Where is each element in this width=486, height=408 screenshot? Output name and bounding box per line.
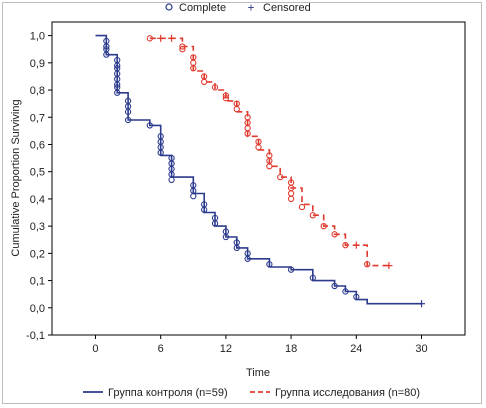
complete-marker bbox=[342, 288, 349, 295]
y-tick-label: 0,7 bbox=[30, 112, 45, 124]
y-tick-label: 0,8 bbox=[30, 85, 45, 97]
y-tick-label: 0,3 bbox=[30, 221, 45, 233]
complete-marker bbox=[114, 89, 121, 96]
complete-marker bbox=[114, 62, 121, 69]
complete-marker bbox=[190, 193, 197, 200]
y-tick-label: 1,0 bbox=[30, 31, 45, 43]
complete-marker bbox=[331, 282, 338, 290]
complete-marker bbox=[103, 43, 110, 50]
complete-marker bbox=[309, 274, 316, 281]
complete-marker bbox=[222, 233, 230, 241]
complete-marker bbox=[364, 261, 371, 268]
marker-legend: Complete + Censored bbox=[165, 1, 311, 15]
censored-marker bbox=[352, 241, 360, 249]
censored-marker bbox=[418, 300, 426, 308]
series-layer bbox=[95, 34, 426, 308]
complete-marker bbox=[168, 176, 175, 184]
complete-marker bbox=[114, 81, 121, 88]
censored-marker bbox=[385, 262, 393, 270]
x-axis-title: Time bbox=[246, 367, 270, 379]
complete-legend-marker bbox=[165, 3, 173, 11]
complete-marker bbox=[201, 78, 208, 86]
y-tick-label: -0,1 bbox=[26, 330, 45, 342]
legend-label-study: Группа исследования (n=80) bbox=[275, 387, 420, 399]
complete-marker bbox=[222, 95, 230, 102]
complete-marker bbox=[211, 84, 219, 91]
y-tick-label: 0,4 bbox=[30, 194, 45, 206]
complete-marker bbox=[124, 116, 132, 124]
chart-frame bbox=[2, 2, 482, 404]
y-tick-label: 0,6 bbox=[30, 139, 45, 151]
x-tick-label: 24 bbox=[350, 343, 362, 355]
complete-marker bbox=[157, 149, 164, 156]
censored-legend-label: Censored bbox=[263, 2, 311, 14]
complete-marker bbox=[179, 43, 186, 50]
series-line bbox=[149, 37, 389, 267]
complete-marker bbox=[331, 231, 338, 238]
x-tick-label: 18 bbox=[285, 343, 297, 355]
y-tick-label: 0,9 bbox=[30, 58, 45, 70]
censored-legend-marker: + bbox=[247, 1, 254, 15]
complete-marker bbox=[179, 46, 186, 53]
y-tick-label: 0,2 bbox=[30, 248, 45, 260]
plot-area bbox=[51, 21, 466, 336]
series-1 bbox=[146, 34, 393, 270]
series-line bbox=[95, 34, 422, 305]
y-axis-title: Cumulative Proportion Surviving bbox=[10, 99, 22, 256]
complete-marker bbox=[222, 92, 230, 99]
complete-marker bbox=[103, 51, 110, 58]
y-tick-label: 0,0 bbox=[30, 303, 45, 315]
censored-marker bbox=[168, 34, 176, 42]
complete-marker bbox=[233, 105, 240, 113]
y-tick-label: 0,1 bbox=[30, 276, 45, 288]
complete-marker bbox=[146, 35, 153, 42]
x-tick-label: 30 bbox=[415, 343, 427, 355]
complete-marker bbox=[320, 222, 327, 230]
series-legend: Группа контроля (n=59) Группа исследован… bbox=[83, 387, 420, 399]
y-tick-label: 0,5 bbox=[30, 167, 45, 179]
complete-marker bbox=[266, 261, 273, 268]
complete-marker bbox=[353, 293, 360, 301]
complete-marker bbox=[266, 163, 273, 170]
complete-marker bbox=[124, 108, 132, 115]
complete-marker bbox=[309, 212, 316, 219]
complete-marker bbox=[298, 203, 306, 211]
x-tick-label: 6 bbox=[158, 343, 164, 355]
complete-marker bbox=[190, 65, 197, 72]
censored-marker bbox=[157, 34, 165, 42]
legend-label-control: Группа контроля (n=59) bbox=[108, 387, 228, 399]
complete-marker bbox=[233, 244, 240, 252]
complete-marker bbox=[146, 122, 153, 129]
complete-marker bbox=[211, 220, 219, 227]
complete-marker bbox=[201, 206, 208, 213]
x-tick-label: 12 bbox=[220, 343, 232, 355]
complete-marker bbox=[244, 255, 251, 262]
complete-legend-label: Complete bbox=[179, 2, 226, 14]
complete-marker bbox=[287, 266, 295, 273]
complete-marker bbox=[277, 173, 284, 181]
complete-marker bbox=[244, 130, 251, 137]
axes: 0 6 12 18 24 30 -0,1 0,0 0,1 0,2 0,3 0,4 0,5 0,6 0,7 0,… bbox=[26, 31, 428, 355]
x-tick-label: 0 bbox=[92, 343, 98, 355]
series-0 bbox=[95, 34, 426, 308]
complete-marker bbox=[287, 195, 295, 203]
complete-marker bbox=[342, 242, 349, 249]
complete-marker bbox=[255, 144, 262, 151]
